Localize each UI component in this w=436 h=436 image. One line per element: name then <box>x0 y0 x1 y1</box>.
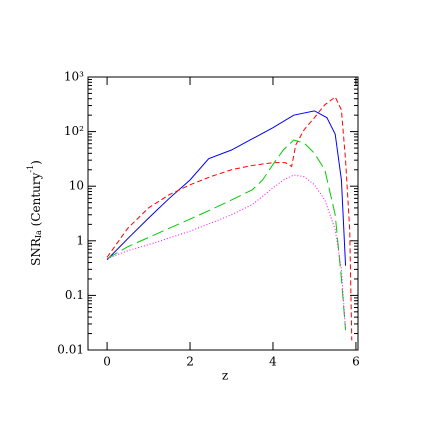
y-tick-label: 10² <box>64 124 84 138</box>
y-tick-label: 0.01 <box>57 343 84 357</box>
data-line <box>106 110 347 266</box>
y-tick-label: 10 <box>69 179 84 193</box>
x-tick-label: 0 <box>103 355 111 369</box>
x-axis-label: z <box>222 369 228 383</box>
y-tick-label: 1 <box>76 233 84 247</box>
x-tick-label: 6 <box>352 355 360 369</box>
x-tick-label: 2 <box>186 355 194 369</box>
y-label-close: ) <box>29 160 43 165</box>
y-label-sup: -1 <box>26 165 35 173</box>
plot-frame <box>87 76 359 351</box>
y-label-sub: Ia <box>34 230 43 238</box>
data-line <box>106 174 347 331</box>
y-label-main: SNR <box>29 237 43 266</box>
data-line <box>106 139 347 331</box>
y-tick-label: 10³ <box>64 70 84 84</box>
data-line <box>106 96 353 341</box>
y-tick-label: 0.1 <box>65 288 84 302</box>
y-axis-label: SNRIa (Century-1) <box>26 160 43 266</box>
y-label-open: (Century <box>29 172 43 230</box>
x-tick-label: 4 <box>269 355 277 369</box>
